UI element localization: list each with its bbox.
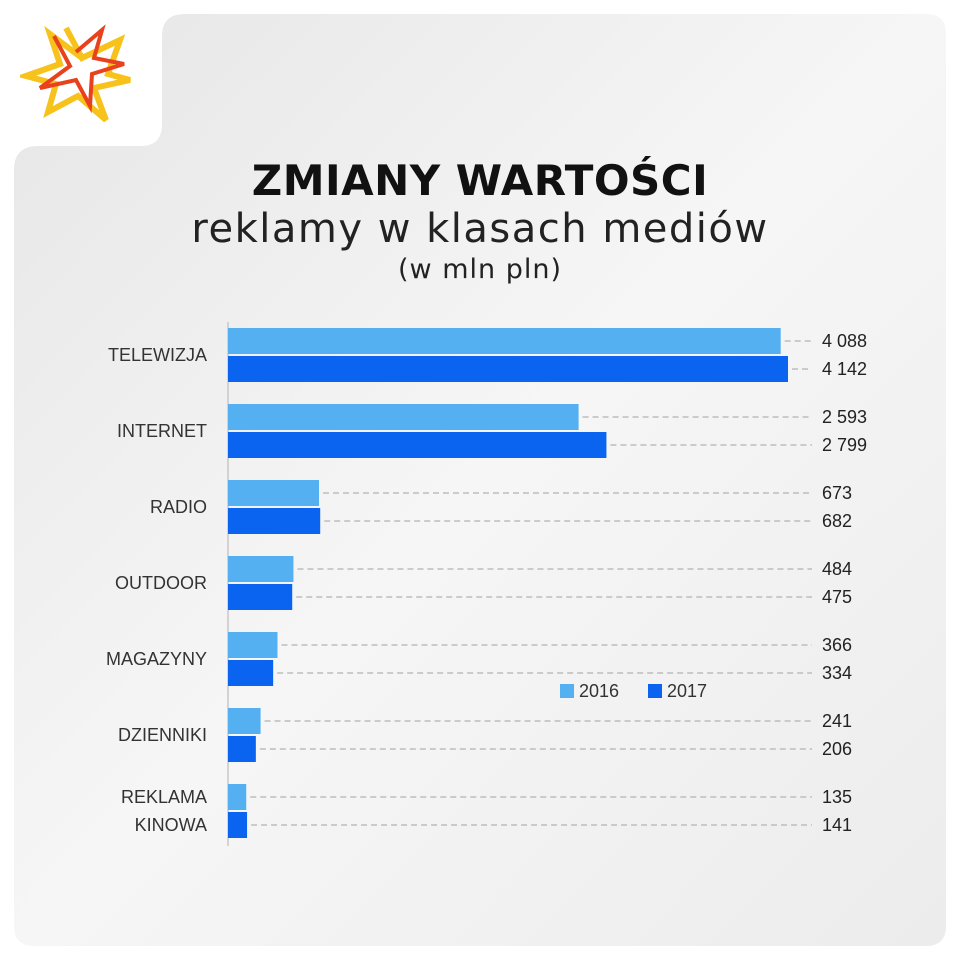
bar-2016 <box>228 556 294 582</box>
legend-swatch-2017 <box>648 684 662 698</box>
value-label: 475 <box>822 587 852 607</box>
bar-2016 <box>228 708 261 734</box>
bar-2016 <box>228 632 278 658</box>
category-label: REKLAMA KINOWA <box>121 787 207 835</box>
bar-2017 <box>228 736 256 762</box>
bar-2017 <box>228 584 293 610</box>
value-label: 135 <box>822 787 852 807</box>
value-label: 2 593 <box>822 407 867 427</box>
chart-title: ZMIANY WARTOŚCI <box>251 156 709 205</box>
bar-2017 <box>228 660 274 686</box>
category-label: TELEWIZJA <box>108 345 207 365</box>
bar-2017 <box>228 356 788 382</box>
value-label: 682 <box>822 511 852 531</box>
category-label: DZIENNIKI <box>118 725 207 745</box>
chart-unit: (w mln pln) <box>398 254 562 285</box>
value-label: 673 <box>822 483 852 503</box>
bar-2017 <box>228 508 321 534</box>
value-label: 4 088 <box>822 331 867 351</box>
value-label: 141 <box>822 815 852 835</box>
legend-label-2016: 2016 <box>579 681 619 701</box>
category-label: MAGAZYNY <box>106 649 207 669</box>
value-label: 206 <box>822 739 852 759</box>
value-label: 241 <box>822 711 852 731</box>
legend-swatch-2016 <box>560 684 574 698</box>
bar-2016 <box>228 480 319 506</box>
value-label: 484 <box>822 559 852 579</box>
value-label: 2 799 <box>822 435 867 455</box>
legend-label-2017: 2017 <box>667 681 707 701</box>
bar-2017 <box>228 812 248 838</box>
value-label: 4 142 <box>822 359 867 379</box>
bar-2016 <box>228 404 579 430</box>
bar-2017 <box>228 432 607 458</box>
bar-2016 <box>228 328 781 354</box>
logo-starburst-icon <box>20 24 131 122</box>
value-label: 334 <box>822 663 852 683</box>
chart-subtitle: reklamy w klasach mediów <box>191 206 769 252</box>
category-label: RADIO <box>150 497 207 517</box>
category-label: INTERNET <box>117 421 207 441</box>
bar-2016 <box>228 784 247 810</box>
category-label: OUTDOOR <box>115 573 207 593</box>
value-label: 366 <box>822 635 852 655</box>
